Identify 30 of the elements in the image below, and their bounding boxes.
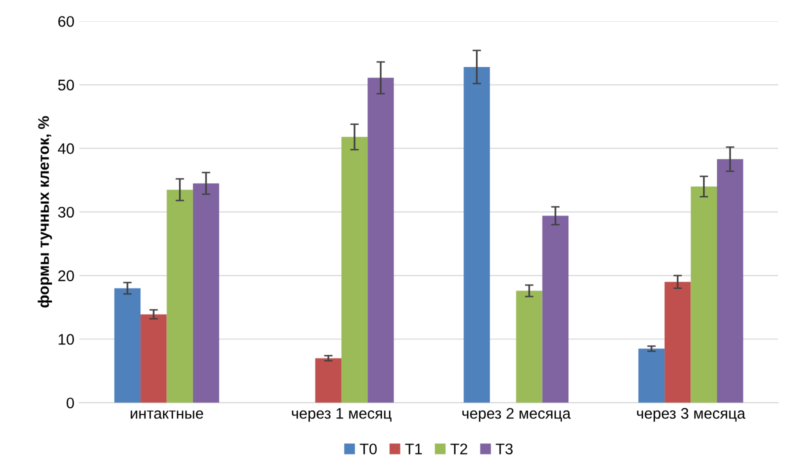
bar xyxy=(192,183,220,403)
bar xyxy=(716,159,744,403)
bar xyxy=(114,288,141,403)
x-tick-label: через 1 месяц xyxy=(292,408,392,422)
legend-label: T0 xyxy=(360,444,377,454)
bar xyxy=(542,216,569,403)
bar xyxy=(516,290,542,403)
x-tick-label: через 2 месяца xyxy=(462,408,571,422)
bar xyxy=(341,136,368,403)
legend-label: T2 xyxy=(450,444,468,454)
y-tick-label: 30 xyxy=(58,206,74,218)
y-tick-label: 20 xyxy=(58,270,74,282)
legend-label: T3 xyxy=(496,444,513,454)
bar xyxy=(315,358,342,403)
bar xyxy=(690,186,717,403)
y-tick-label: 10 xyxy=(58,334,74,345)
y-tick-label: 50 xyxy=(58,80,74,90)
bar xyxy=(464,66,490,403)
y-tick-label: 40 xyxy=(58,143,74,154)
bar xyxy=(638,348,665,403)
y-tick-label: 60 xyxy=(58,16,74,27)
y-axis-title: формы тучных клеток, % xyxy=(38,116,52,308)
bar xyxy=(140,314,167,403)
bar xyxy=(166,190,193,403)
x-tick-label: через 3 месяца xyxy=(637,408,746,422)
bar xyxy=(368,78,394,403)
x-tick-label: интактные xyxy=(130,410,204,419)
y-tick-label: 0 xyxy=(66,398,74,408)
legend-label: T1 xyxy=(405,444,422,454)
bar xyxy=(664,282,691,403)
